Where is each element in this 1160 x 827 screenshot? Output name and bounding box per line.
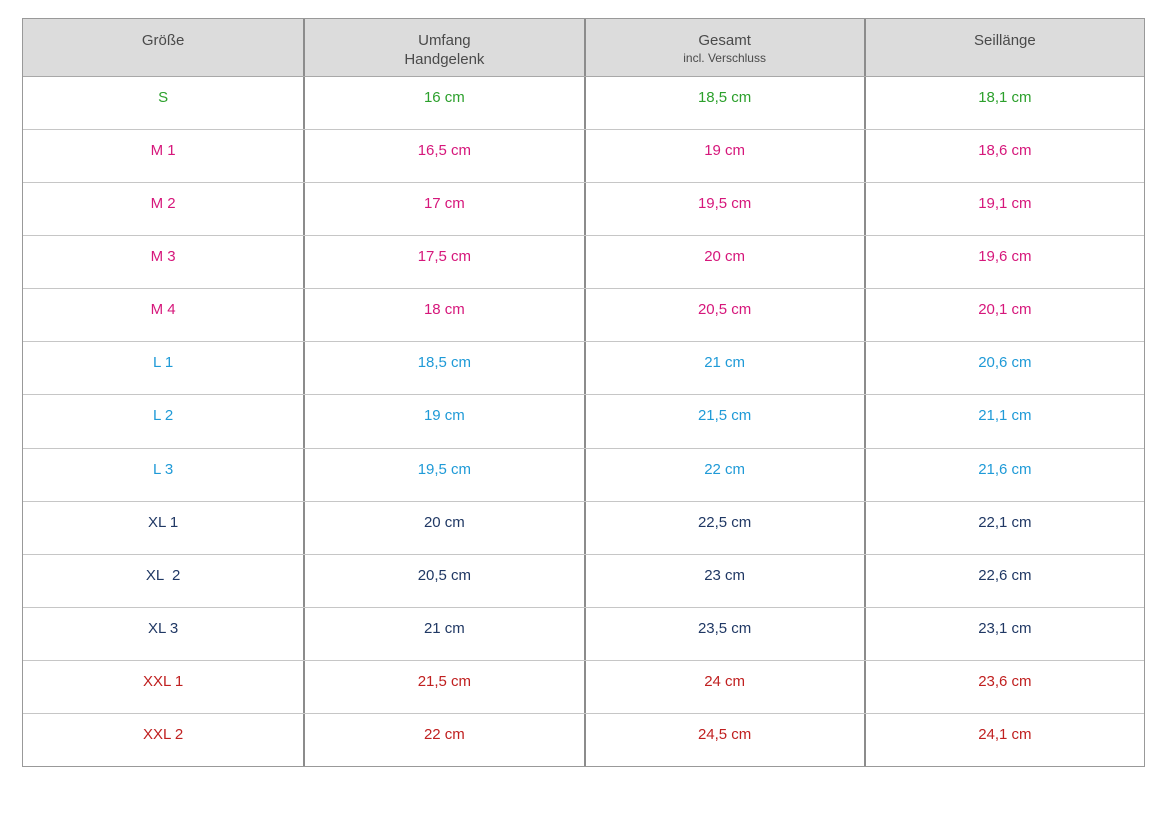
cell-umfang: 22 cm bbox=[303, 713, 583, 767]
cell-size: L 2 bbox=[152, 407, 174, 425]
header-gesamt-line1: Gesamt bbox=[698, 32, 751, 49]
header-umfang-line1: Umfang bbox=[418, 32, 471, 49]
cell-size: M 2 bbox=[150, 195, 176, 213]
cell-seillaenge: 20,1 cm bbox=[863, 289, 1144, 342]
table-row: M 4 18 cm 20,5 cm 20,1 cm bbox=[23, 288, 1144, 342]
cell-size: S bbox=[158, 89, 169, 106]
table-row: S 16 cm 18,5 cm 18,1 cm bbox=[23, 77, 1144, 130]
cell-gesamt: 24 cm bbox=[583, 660, 864, 713]
table-row: XL 1 20 cm 22,5 cm 22,1 cm bbox=[23, 500, 1144, 554]
cell-gesamt: 18,5 cm bbox=[583, 77, 864, 130]
table-row: L 1 18,5 cm 21 cm 20,6 cm bbox=[23, 341, 1144, 395]
header-seillaenge: Seillänge bbox=[863, 19, 1144, 76]
cell-umfang: 17,5 cm bbox=[303, 236, 583, 289]
cell-umfang: 16 cm bbox=[303, 77, 583, 130]
table-row: M 2 17 cm 19,5 cm 19,1 cm bbox=[23, 182, 1144, 236]
table-row: XXL 1 21,5 cm 24 cm 23,6 cm bbox=[23, 659, 1144, 713]
cell-gesamt: 22,5 cm bbox=[583, 501, 864, 554]
cell-size: M 1 bbox=[150, 142, 176, 160]
cell-size: XXL 2 bbox=[142, 725, 184, 743]
header-gesamt-subtitle: incl. Verschluss bbox=[683, 50, 766, 65]
cell-gesamt: 24,5 cm bbox=[583, 713, 864, 767]
cell-size: XL 3 bbox=[147, 619, 179, 637]
table-header-row: Größe Umfang Handgelenk Gesamt incl. Ver… bbox=[23, 19, 1144, 77]
cell-gesamt: 20 cm bbox=[583, 236, 864, 289]
cell-umfang: 20 cm bbox=[303, 501, 583, 554]
cell-gesamt: 19 cm bbox=[583, 130, 864, 183]
cell-umfang: 21 cm bbox=[303, 607, 583, 660]
cell-seillaenge: 22,1 cm bbox=[863, 501, 1144, 554]
cell-umfang: 19,5 cm bbox=[303, 448, 583, 501]
cell-umfang: 20,5 cm bbox=[303, 554, 583, 607]
header-groesse-label: Größe bbox=[141, 32, 185, 49]
cell-gesamt: 20,5 cm bbox=[583, 289, 864, 342]
cell-seillaenge: 23,1 cm bbox=[863, 607, 1144, 660]
cell-seillaenge: 18,1 cm bbox=[863, 77, 1144, 130]
cell-seillaenge: 19,6 cm bbox=[863, 236, 1144, 289]
table-row: L 3 19,5 cm 22 cm 21,6 cm bbox=[23, 447, 1144, 501]
cell-gesamt: 21,5 cm bbox=[583, 395, 864, 448]
cell-umfang: 19 cm bbox=[303, 395, 583, 448]
header-groesse: Größe bbox=[23, 19, 303, 76]
cell-gesamt: 23 cm bbox=[583, 554, 864, 607]
table-row: XL 3 21 cm 23,5 cm 23,1 cm bbox=[23, 606, 1144, 660]
cell-umfang: 18 cm bbox=[303, 289, 583, 342]
cell-seillaenge: 22,6 cm bbox=[863, 554, 1144, 607]
cell-seillaenge: 20,6 cm bbox=[863, 342, 1144, 395]
cell-size: L 1 bbox=[152, 354, 174, 372]
cell-gesamt: 19,5 cm bbox=[583, 183, 864, 236]
cell-seillaenge: 18,6 cm bbox=[863, 130, 1144, 183]
header-seillaenge-label: Seillänge bbox=[974, 32, 1036, 49]
table-row: M 1 16,5 cm 19 cm 18,6 cm bbox=[23, 129, 1144, 183]
table-row: M 3 17,5 cm 20 cm 19,6 cm bbox=[23, 235, 1144, 289]
table-row: L 2 19 cm 21,5 cm 21,1 cm bbox=[23, 394, 1144, 448]
cell-size: M 4 bbox=[150, 301, 176, 319]
table-body: S 16 cm 18,5 cm 18,1 cm M 1 16,5 cm 19 c… bbox=[23, 77, 1144, 767]
cell-size: XXL 1 bbox=[142, 672, 184, 690]
header-umfang-line2: Handgelenk bbox=[404, 50, 485, 68]
cell-gesamt: 22 cm bbox=[583, 448, 864, 501]
cell-seillaenge: 19,1 cm bbox=[863, 183, 1144, 236]
cell-size: L 3 bbox=[152, 460, 174, 478]
cell-seillaenge: 21,1 cm bbox=[863, 395, 1144, 448]
cell-seillaenge: 24,1 cm bbox=[863, 713, 1144, 767]
cell-gesamt: 21 cm bbox=[583, 342, 864, 395]
cell-seillaenge: 21,6 cm bbox=[863, 448, 1144, 501]
cell-size: XL 1 bbox=[147, 513, 179, 531]
table-row: XXL 2 22 cm 24,5 cm 24,1 cm bbox=[23, 712, 1144, 767]
header-umfang-handgelenk: Umfang Handgelenk bbox=[303, 19, 583, 76]
cell-umfang: 16,5 cm bbox=[303, 130, 583, 183]
cell-size: XL 2 bbox=[145, 566, 181, 584]
header-gesamt: Gesamt incl. Verschluss bbox=[583, 19, 864, 76]
cell-size: M 3 bbox=[150, 248, 176, 266]
table-row: XL 2 20,5 cm 23 cm 22,6 cm bbox=[23, 553, 1144, 607]
cell-umfang: 17 cm bbox=[303, 183, 583, 236]
cell-gesamt: 23,5 cm bbox=[583, 607, 864, 660]
cell-umfang: 21,5 cm bbox=[303, 660, 583, 713]
cell-umfang: 18,5 cm bbox=[303, 342, 583, 395]
cell-seillaenge: 23,6 cm bbox=[863, 660, 1144, 713]
size-table: Größe Umfang Handgelenk Gesamt incl. Ver… bbox=[22, 18, 1145, 767]
